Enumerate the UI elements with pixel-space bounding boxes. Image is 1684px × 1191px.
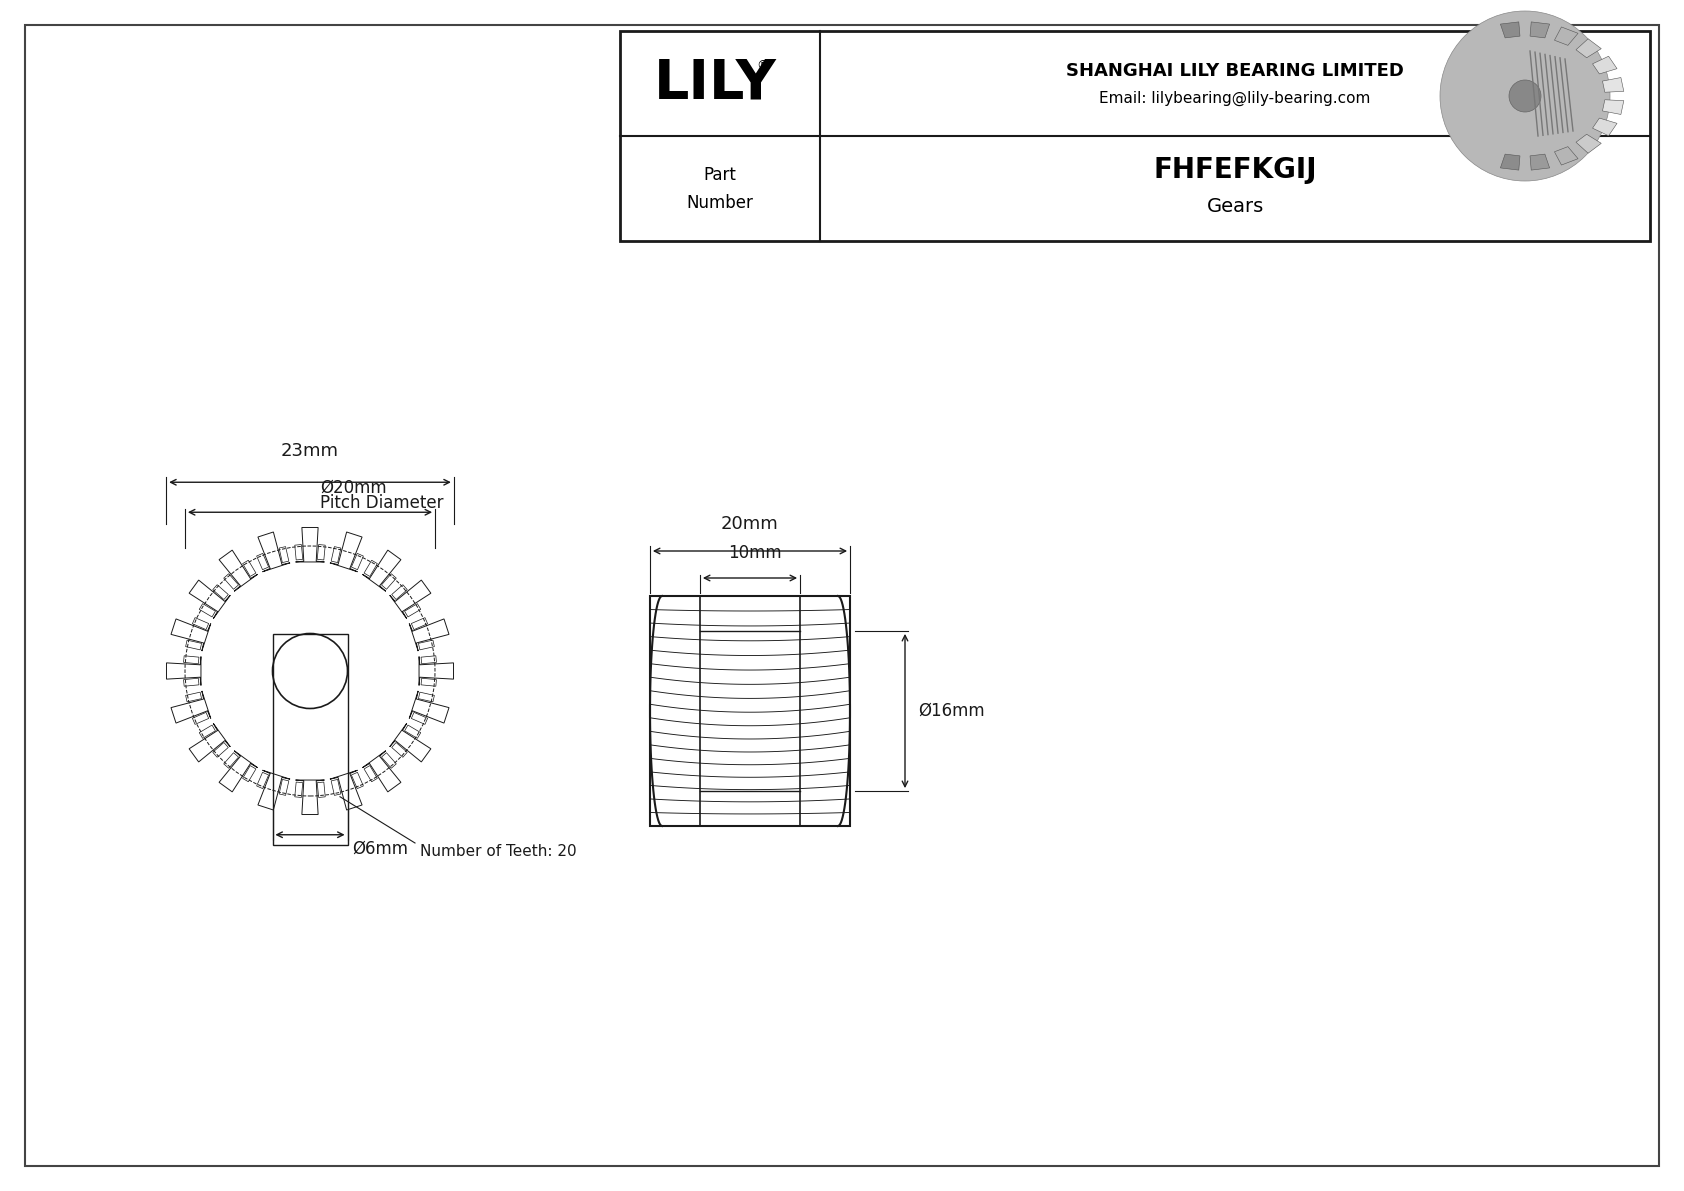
Text: SHANGHAI LILY BEARING LIMITED: SHANGHAI LILY BEARING LIMITED	[1066, 62, 1404, 81]
Circle shape	[1509, 80, 1541, 112]
Polygon shape	[1593, 118, 1617, 136]
Text: 20mm: 20mm	[721, 515, 780, 534]
Text: ®: ®	[756, 60, 768, 71]
Text: Pitch Diameter: Pitch Diameter	[320, 494, 443, 512]
Text: Ø16mm: Ø16mm	[918, 701, 985, 721]
Text: FHFEFKGIJ: FHFEFKGIJ	[1154, 156, 1317, 185]
Text: Ø20mm: Ø20mm	[320, 479, 387, 497]
Text: LILY: LILY	[653, 56, 776, 111]
Polygon shape	[1531, 154, 1549, 170]
Polygon shape	[1500, 21, 1521, 38]
Text: 10mm: 10mm	[727, 544, 781, 562]
Text: 23mm: 23mm	[281, 442, 338, 460]
Text: Number of Teeth: 20: Number of Teeth: 20	[419, 843, 576, 859]
Polygon shape	[1554, 146, 1578, 166]
Text: Ø6mm: Ø6mm	[352, 840, 409, 858]
Text: Gears: Gears	[1206, 197, 1263, 216]
Text: Number: Number	[687, 193, 753, 212]
Circle shape	[1495, 36, 1595, 136]
Text: Email: lilybearing@lily-bearing.com: Email: lilybearing@lily-bearing.com	[1100, 91, 1371, 106]
Polygon shape	[1603, 77, 1623, 92]
Polygon shape	[1576, 135, 1601, 154]
Polygon shape	[1554, 27, 1578, 45]
Polygon shape	[1593, 56, 1617, 74]
Polygon shape	[1531, 21, 1549, 38]
Text: Part: Part	[704, 166, 736, 183]
Polygon shape	[1603, 100, 1623, 114]
Polygon shape	[1576, 39, 1601, 57]
Polygon shape	[1500, 154, 1521, 170]
Circle shape	[1440, 11, 1610, 181]
